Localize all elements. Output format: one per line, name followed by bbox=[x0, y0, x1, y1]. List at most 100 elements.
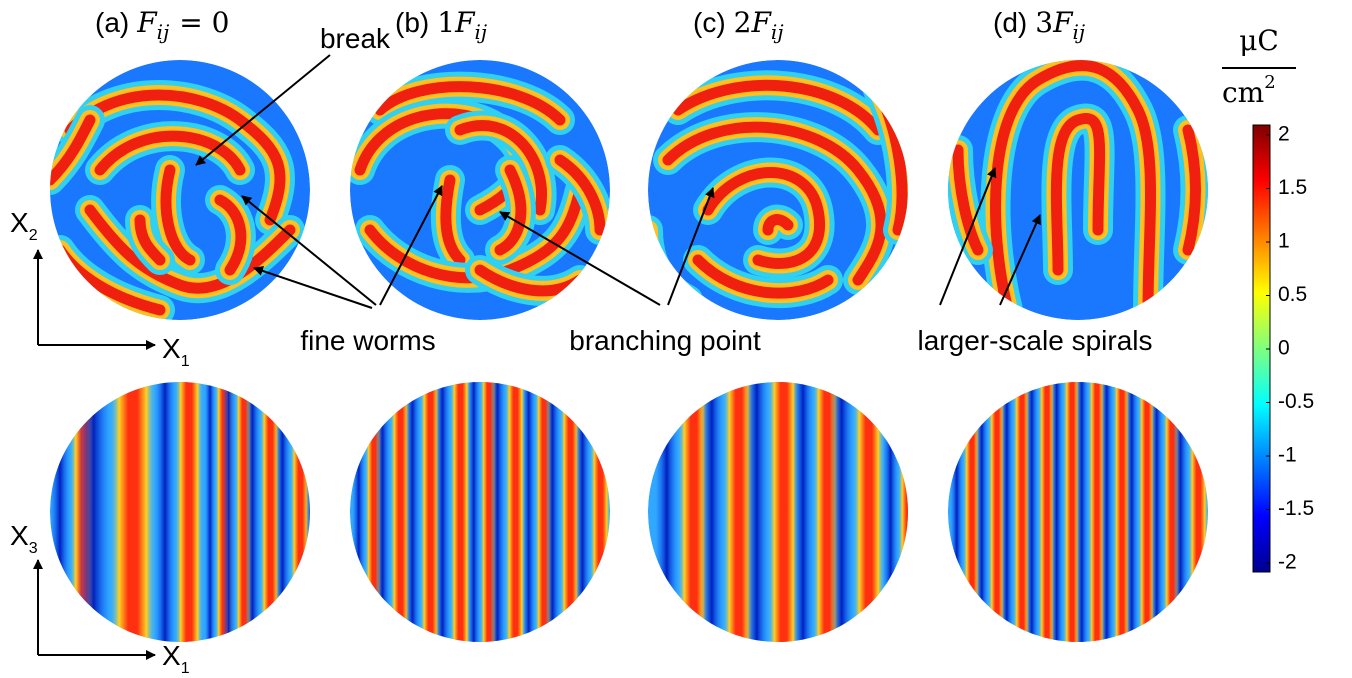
colorbar-ticks: 2 1.5 1 0.5 0 -0.5 -1 -1.5 -2 bbox=[1266, 123, 1314, 574]
annotation: break bbox=[320, 23, 391, 54]
stripe bbox=[505, 382, 526, 642]
unit: cm2 bbox=[1222, 72, 1276, 109]
stripe bbox=[450, 382, 471, 642]
worm-core bbox=[762, 214, 794, 236]
annotation: fine worms bbox=[300, 325, 435, 356]
trough bbox=[305, 382, 310, 642]
trough bbox=[155, 382, 175, 642]
trough bbox=[745, 382, 768, 642]
trough bbox=[467, 382, 480, 642]
subscript: ij bbox=[771, 20, 784, 44]
axis-label: X1 bbox=[162, 333, 190, 370]
trough bbox=[352, 382, 365, 642]
worm-core bbox=[1182, 124, 1201, 256]
coefficient: 2 bbox=[734, 6, 752, 39]
stripe bbox=[175, 382, 203, 642]
worm-core bbox=[702, 167, 825, 269]
worm-core bbox=[952, 144, 984, 256]
worm-core bbox=[662, 121, 887, 286]
axis-label: X2 bbox=[10, 207, 38, 244]
worm-core bbox=[50, 114, 96, 186]
stripe bbox=[320, 382, 341, 642]
subscript: ij bbox=[157, 20, 170, 44]
axis-sub: 3 bbox=[29, 540, 38, 557]
pattern-bottom bbox=[648, 382, 908, 642]
pattern-bottom bbox=[50, 382, 341, 642]
stripe bbox=[853, 382, 885, 642]
trough bbox=[975, 382, 988, 642]
trough bbox=[1050, 382, 1063, 642]
trough bbox=[1000, 382, 1013, 642]
trough bbox=[793, 382, 813, 642]
stripe bbox=[110, 382, 156, 642]
trough bbox=[1075, 382, 1088, 642]
worm-core bbox=[160, 164, 196, 266]
worm-core bbox=[94, 130, 246, 176]
trough bbox=[222, 382, 235, 642]
annotation: larger-scale spirals bbox=[918, 325, 1153, 356]
tick-label: -1.5 bbox=[1278, 497, 1314, 520]
annotation: branching point bbox=[569, 325, 761, 356]
pattern-bottom bbox=[350, 382, 610, 642]
trough bbox=[1125, 382, 1138, 642]
axis-label: X3 bbox=[10, 520, 38, 557]
worm-core bbox=[374, 81, 566, 126]
pattern-bottom bbox=[948, 382, 1208, 642]
unit-base: cm bbox=[1222, 76, 1264, 109]
symbol: F bbox=[136, 6, 158, 39]
tick-label: -1 bbox=[1278, 444, 1297, 467]
panel-title: (a) Fij = 0 bbox=[95, 6, 229, 44]
panel-label: (d) bbox=[993, 7, 1027, 38]
arrows bbox=[33, 54, 1296, 660]
trough bbox=[245, 382, 260, 642]
trough bbox=[435, 382, 450, 642]
trough bbox=[883, 382, 898, 642]
trough bbox=[655, 382, 678, 642]
suffix: = 0 bbox=[179, 6, 229, 39]
symbol: F bbox=[454, 6, 476, 39]
coefficient: 1 bbox=[437, 6, 455, 39]
axis-name: X bbox=[162, 640, 181, 671]
stripe bbox=[898, 382, 908, 642]
panel-label: (a) bbox=[95, 7, 129, 38]
pattern-top bbox=[350, 60, 610, 320]
worm-core bbox=[672, 79, 884, 136]
trough bbox=[830, 382, 853, 642]
trough bbox=[950, 382, 963, 642]
panel-label: (c) bbox=[693, 7, 726, 38]
symbol: F bbox=[750, 6, 772, 39]
unit: μC bbox=[1239, 24, 1279, 57]
worm-core bbox=[64, 89, 286, 226]
stripe bbox=[1188, 382, 1208, 642]
tick-label: 0 bbox=[1278, 337, 1290, 360]
tick-label: 1 bbox=[1278, 230, 1290, 253]
worm-core bbox=[84, 204, 296, 294]
panel-label: (b) bbox=[395, 7, 429, 38]
trough bbox=[1150, 382, 1163, 642]
trough bbox=[77, 382, 110, 642]
axis-name: X bbox=[10, 520, 29, 551]
trough bbox=[205, 382, 215, 642]
trough bbox=[1173, 382, 1188, 642]
trough bbox=[575, 382, 590, 642]
pattern-top bbox=[948, 60, 1208, 320]
worm-core bbox=[554, 154, 606, 236]
tick-label: 2 bbox=[1278, 123, 1290, 146]
axis-sub: 1 bbox=[181, 353, 190, 370]
stripe bbox=[590, 382, 610, 642]
symbol: F bbox=[1052, 6, 1074, 39]
worm-core bbox=[990, 60, 1156, 316]
trough bbox=[700, 382, 723, 642]
axis-name: X bbox=[162, 333, 181, 364]
panel-title: (c) 2Fij bbox=[693, 6, 784, 44]
axis-label: X1 bbox=[162, 640, 190, 677]
worm-core bbox=[494, 164, 527, 256]
trough bbox=[545, 382, 560, 642]
panel-title: (d) 3Fij bbox=[993, 6, 1085, 44]
axis-name: X bbox=[10, 207, 29, 238]
trough bbox=[1025, 382, 1038, 642]
trough bbox=[1100, 382, 1113, 642]
subscript: ij bbox=[1073, 20, 1086, 44]
trough bbox=[522, 382, 535, 642]
